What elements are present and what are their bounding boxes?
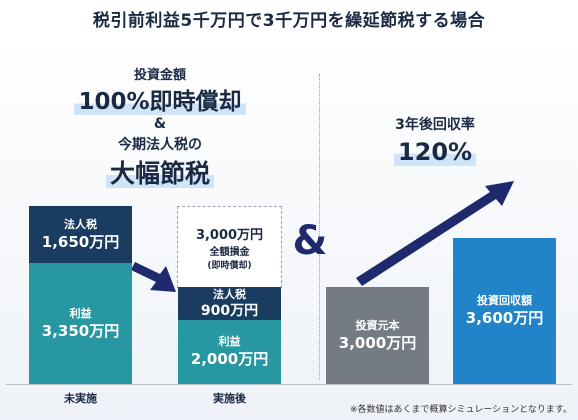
x-axis-baseline [6,384,572,385]
page-title: 税引前利益5千万円で3千万円を繰延節税する場合 [92,11,486,31]
heading-corporate-tax: 今期法人税の [118,137,202,153]
bar-after-expense-label: 全額損金 [209,246,250,258]
heading-recovery-rate-value-text: 120% [393,138,477,166]
heading-ampersand: & [153,116,167,132]
bar-before-tax-label: 法人税 [64,217,97,231]
bar-after-expense-sub: (即時償却) [207,260,252,271]
heading-investment-amount: 投資金額 [133,68,186,83]
bar-before-tax-value: 1,650万円 [41,232,120,251]
bar-before-profit: 利益 3,350万円 [29,263,132,384]
bar-after-corporate-tax: 法人税 900万円 [178,287,281,320]
heading-immediate-depreciation: 100%即時償却 [30,82,290,116]
down-arrow-icon [131,262,176,292]
growth-arrow-icon [356,181,514,286]
bar-after-profit: 利益 2,000万円 [178,320,281,384]
bar-after-tax-label: 法人税 [213,287,246,301]
section-divider [319,74,320,380]
heading-recovery-rate-label: 3年後回収率 [395,117,475,133]
bar-after-deductible-expense: 3,000万円 全額損金 (即時償却) [177,206,282,288]
center-ampersand: & [292,218,328,264]
footnote: ※各数値はあくまで概算シミュレーションとなります。 [349,405,572,415]
bar-before-profit-label: 利益 [69,306,92,320]
bar-recovery-value: 3,600万円 [465,309,544,327]
heading-recovery-rate-value: 120% [360,138,510,166]
category-label-after: 実施後 [213,392,246,405]
bar-after-profit-label: 利益 [218,335,241,348]
bar-before-corporate-tax: 法人税 1,650万円 [29,206,132,263]
bar-investment-principal: 投資元本 3,000万円 [326,287,429,384]
bar-before-profit-value: 3,350万円 [41,321,120,340]
bar-after-expense-value: 3,000万円 [195,227,264,243]
bar-after-profit-value: 2,000万円 [190,350,269,368]
bar-investment-recovery: 投資回収額 3,600万円 [453,238,556,384]
heading-tax-saving: 大幅節税 [40,154,280,190]
bar-after-tax-value: 900万円 [200,302,259,319]
heading-tax-saving-text: 大幅節税 [105,159,214,188]
bar-investment-value: 3,000万円 [338,333,417,352]
category-label-before: 未実施 [64,392,97,405]
bar-recovery-label: 投資回収額 [477,294,532,307]
bar-investment-label: 投資元本 [355,318,400,332]
heading-immediate-depreciation-text: 100%即時償却 [74,89,246,115]
